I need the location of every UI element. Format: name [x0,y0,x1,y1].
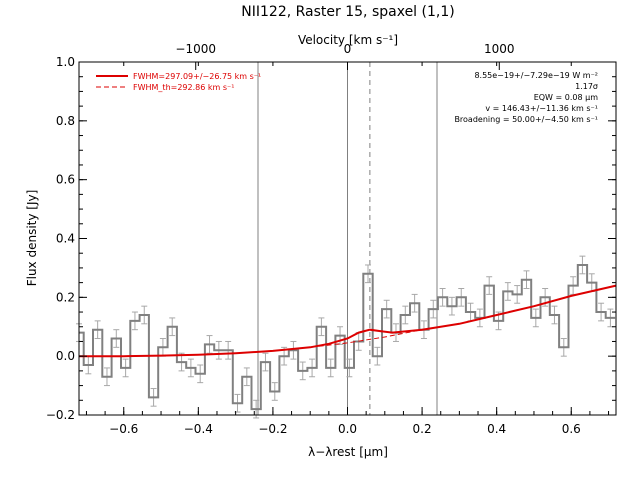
y-tick-label: 0.4 [56,232,75,246]
annotation-text: v = 146.43+/−11.36 km s⁻¹ [485,104,598,113]
y-tick-label: 0.8 [56,114,75,128]
annotations: 8.55e−19+/−7.29e−19 W m⁻² 1.17σ EQW = 0.08… [454,71,598,124]
x-tick-label: 0.2 [413,422,432,436]
x-tick-label: −0.2 [258,422,287,436]
y-tick-label: 0.6 [56,173,75,187]
x-axis-label: λ−λrest [μm] [308,445,388,459]
x-tick-label: 0.0 [338,422,357,436]
y-tick-label: 0.2 [56,290,75,304]
top-tick-label: −1000 [175,42,216,56]
series-layer [79,264,617,411]
chart-title: NII122, Raster 15, spaxel (1,1) [241,4,454,20]
x-tick-label: 0.4 [487,422,506,436]
top-tick-label: 0 [344,42,352,56]
reference-lines [257,62,438,415]
axes: −0.6 −0.4 −0.2 0.0 0.2 0.4 0.6 −1000 0 1000 −0.2 0.… [46,42,617,436]
spectrum-series [79,264,616,411]
y-tick-label: −0.2 [46,408,75,422]
x-tick-label: 0.6 [562,422,581,436]
x-tick-label: −0.4 [184,422,213,436]
y-tick-label: 0.0 [56,349,75,363]
annotation-text: 1.17σ [575,82,598,91]
x-tick-label: −0.6 [109,422,138,436]
legend-label: FWHM=297.09+/−26.75 km s⁻¹ [133,72,261,81]
annotation-text: Broadening = 50.00+/−4.50 km s⁻¹ [454,115,598,124]
model-fit-series [79,284,617,358]
top-tick-label: 1000 [484,42,515,56]
legend: FWHM=297.09+/−26.75 km s⁻¹ FWHM_th=292.86… [96,72,261,92]
annotation-text: EQW = 0.08 μm [534,93,598,102]
annotation-text: 8.55e−19+/−7.29e−19 W m⁻² [474,71,598,80]
legend-label: FWHM_th=292.86 km s⁻¹ [133,83,234,92]
y-axis-label: Flux density [Jy] [25,190,39,287]
y-tick-label: 1.0 [56,55,75,69]
top-axis-label: Velocity [km s⁻¹] [298,33,398,47]
